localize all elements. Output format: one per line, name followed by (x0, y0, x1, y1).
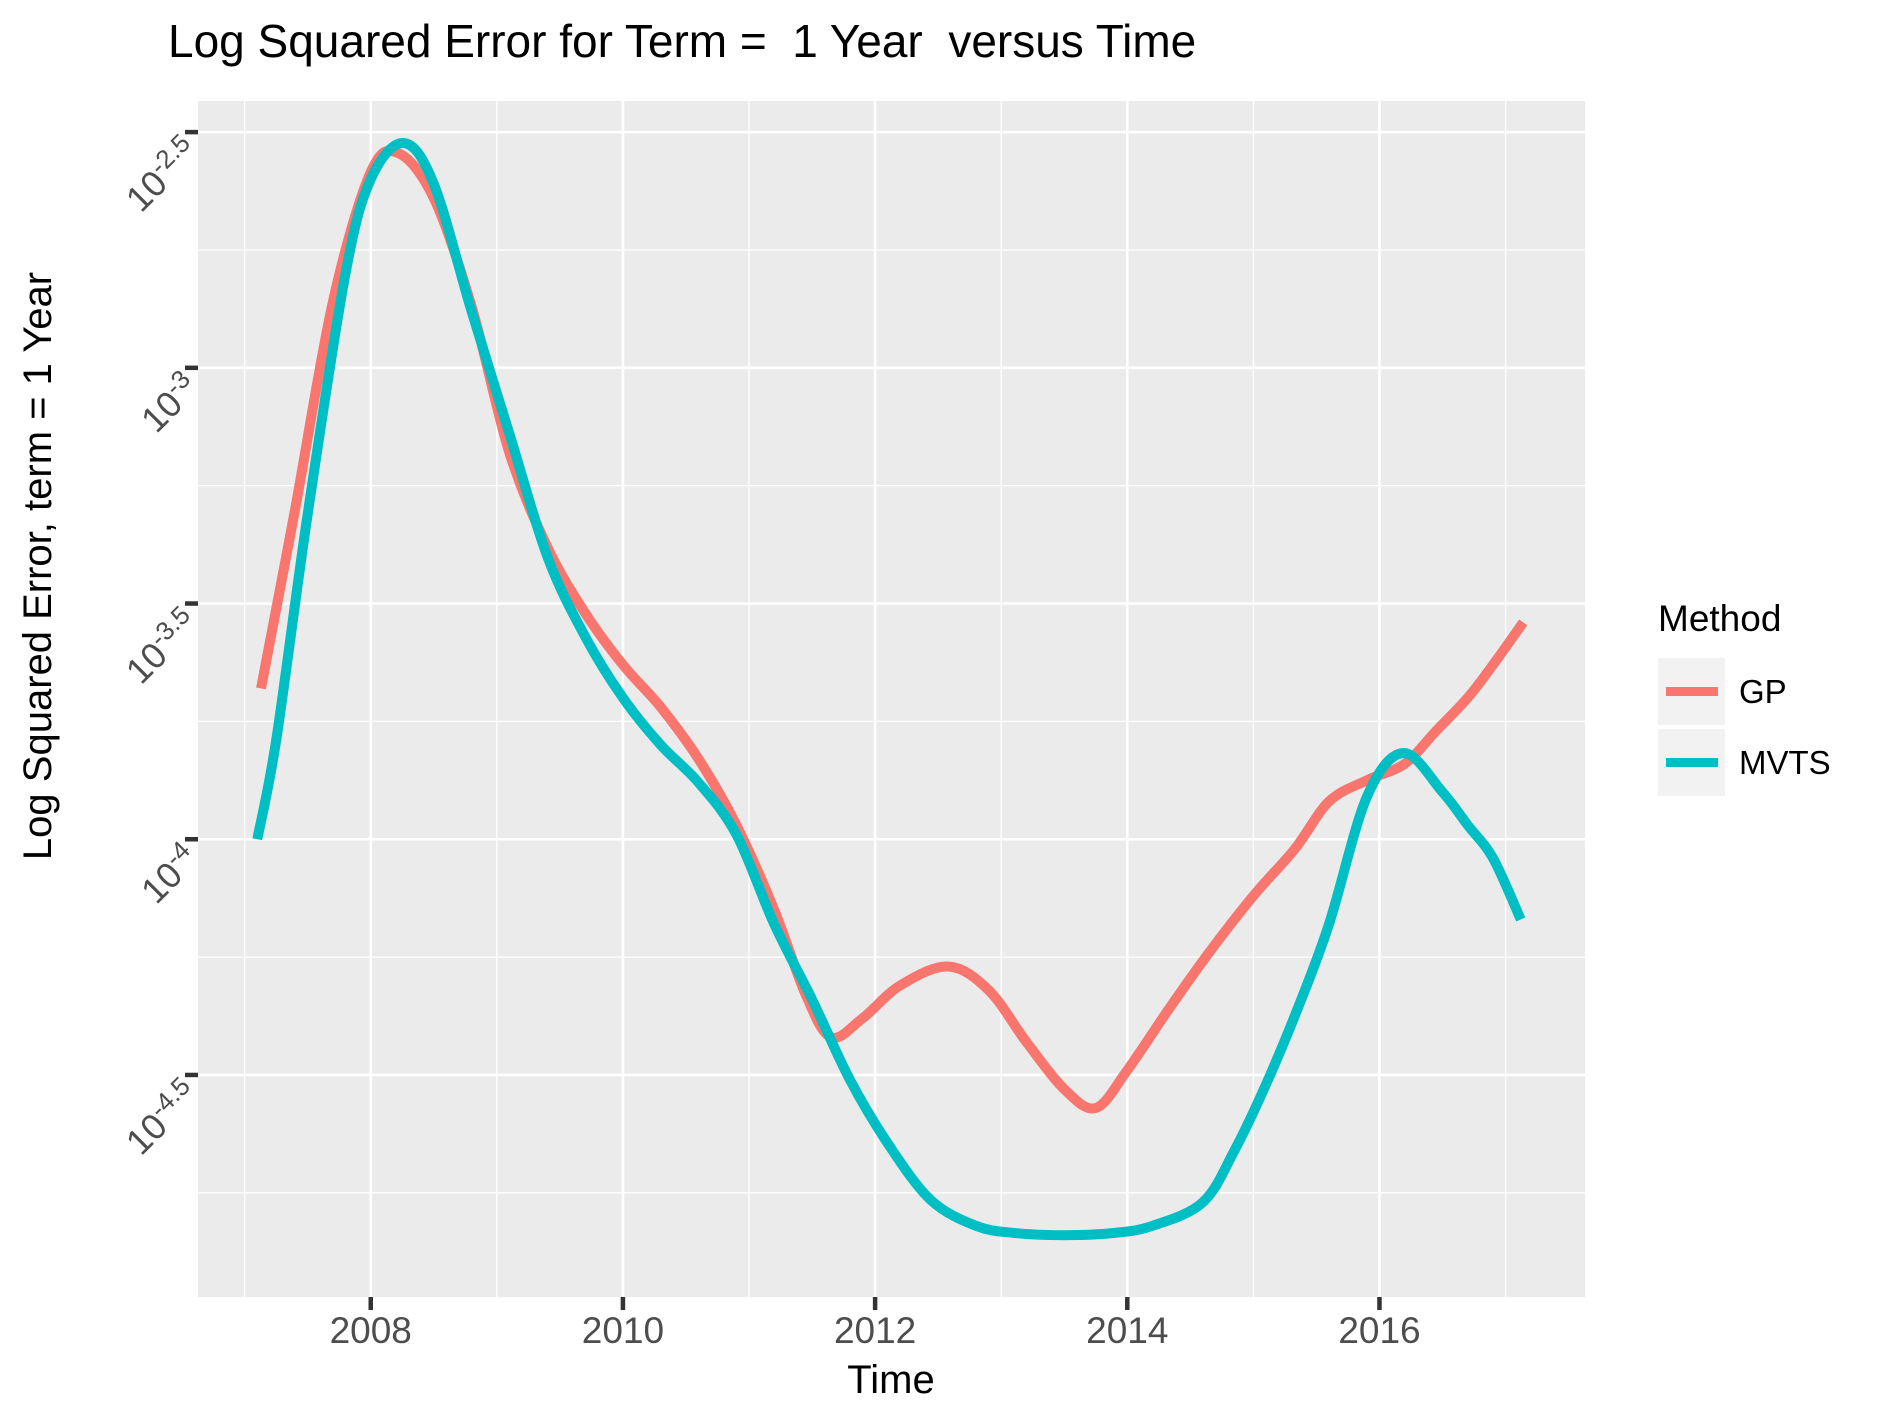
x-tick-label-2016: 2016 (1338, 1310, 1421, 1351)
panel-background (198, 101, 1585, 1297)
x-tick-label-2008: 2008 (329, 1310, 412, 1351)
legend-item-gp: GP (1658, 658, 1831, 725)
mvts-line-swatch (1665, 758, 1718, 767)
legend-label-gp: GP (1739, 672, 1787, 710)
x-tick-label-2012: 2012 (833, 1310, 917, 1351)
series-line-mvts (252, 138, 1526, 1241)
chart-title: Log Squared Error for Term = 1 Year vers… (168, 15, 1197, 67)
legend: Method GP MVTS (1658, 598, 1831, 800)
legend-key-gp (1658, 658, 1725, 725)
legend-label-mvts: MVTS (1739, 743, 1831, 781)
y-axis-title: Log Squared Error, term = 1 Year (16, 271, 60, 861)
legend-title: Method (1658, 598, 1782, 639)
legend-key-mvts (1658, 729, 1725, 796)
x-tick-label-2010: 2010 (581, 1310, 665, 1351)
x-axis-title: Time (847, 1358, 935, 1402)
x-tick-label-2014: 2014 (1086, 1310, 1169, 1351)
legend-item-mvts: MVTS (1658, 729, 1831, 796)
gp-line-swatch (1665, 687, 1718, 696)
